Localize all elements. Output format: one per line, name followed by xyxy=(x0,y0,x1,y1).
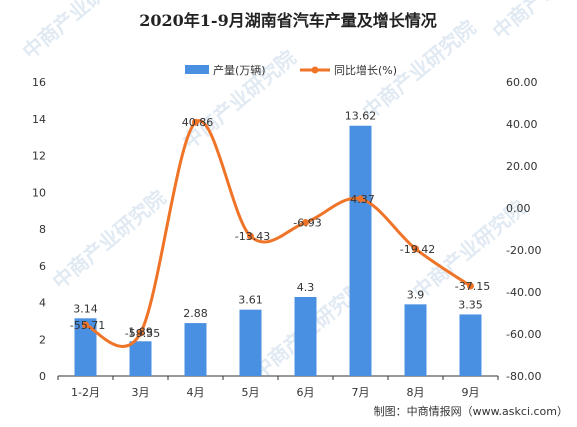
y-right-tick-label: -60.00 xyxy=(506,328,541,341)
bar-series xyxy=(74,125,482,376)
y-left-tick-label: 8 xyxy=(39,223,46,236)
line-point xyxy=(357,195,364,203)
y-right-tick-label: 20.00 xyxy=(506,160,538,173)
x-tick-label: 6月 xyxy=(297,386,315,399)
line-data-label: -6.93 xyxy=(293,217,321,230)
line-point xyxy=(247,232,254,240)
y-left-tick-label: 12 xyxy=(32,150,46,163)
bar-data-label: 13.62 xyxy=(345,110,377,123)
watermark-text: 中商产业研究院 xyxy=(178,45,301,153)
bar xyxy=(129,341,152,376)
bar xyxy=(74,318,97,376)
bar xyxy=(294,296,317,376)
y-left-tick-label: 16 xyxy=(32,76,46,89)
bar xyxy=(184,323,207,376)
bar xyxy=(239,309,262,376)
legend-label-bar: 产量(万辆) xyxy=(213,63,266,77)
y-left-tick-label: 0 xyxy=(39,370,46,383)
data-labels: 3.14 1.89 2.88 3.61 4.3 13.62 3.9 3.35 -55.71 -59… xyxy=(70,110,490,340)
y-left-tick-label: 6 xyxy=(39,260,46,273)
source-note: 制图：中商情报网（www.askci.com） xyxy=(374,404,568,418)
line-data-label: -19.42 xyxy=(400,243,435,256)
bar-data-label: 1.89 xyxy=(128,325,153,338)
legend-label-line: 同比增长(%) xyxy=(334,63,397,77)
x-tick-label: 3月 xyxy=(132,386,150,399)
line-data-label: -13.43 xyxy=(235,230,270,243)
y-right-tick-label: -80.00 xyxy=(506,370,541,383)
line-data-label: -59.55 xyxy=(125,327,160,340)
y-left-tick-label: 10 xyxy=(32,186,46,199)
bar-data-label: 3.61 xyxy=(238,294,263,307)
line-data-label: -55.71 xyxy=(70,319,105,332)
x-tick-label: 8月 xyxy=(407,386,425,399)
x-tick-label: 9月 xyxy=(462,386,480,399)
legend: 产量(万辆) 同比增长(%) xyxy=(185,63,397,77)
line-point xyxy=(467,282,474,290)
bar xyxy=(349,125,372,376)
bar xyxy=(404,304,427,376)
bar-data-label: 3.14 xyxy=(73,302,98,315)
legend-swatch-bar xyxy=(185,65,209,74)
watermark-text: 中商产业研究院 xyxy=(48,185,171,293)
y-right-tick-label: 40.00 xyxy=(506,118,538,131)
bar-data-label: 4.3 xyxy=(297,281,315,294)
bar-data-label: 3.35 xyxy=(458,298,483,311)
line-point xyxy=(302,219,309,227)
watermark-text: 中商产业研究院 xyxy=(18,0,141,64)
x-tick-label: 5月 xyxy=(242,386,260,399)
line-data-label: 40.86 xyxy=(182,116,214,129)
line-point xyxy=(137,329,144,337)
line-point xyxy=(412,245,419,253)
bar xyxy=(459,314,482,376)
line-series xyxy=(82,118,474,348)
y-right-tick-label: 60.00 xyxy=(506,76,538,89)
bar-data-label: 3.9 xyxy=(407,288,425,301)
y-right-tick-label: -40.00 xyxy=(506,286,541,299)
x-tick-label: 7月 xyxy=(352,386,370,399)
x-tick-label: 1-2月 xyxy=(71,386,100,399)
y-left-tick-label: 14 xyxy=(32,113,46,126)
y-left-tick-label: 4 xyxy=(39,297,46,310)
y-right-tick-label: 0.00 xyxy=(506,202,531,215)
watermark-text: 中商产业研究院 xyxy=(488,0,577,44)
axes: 0 2 4 6 8 10 12 14 16 -80.00 -60.00 -40.00 -20.00 0.0… xyxy=(32,76,541,399)
chart-title: 2020年1-9月湖南省汽车产量及增长情况 xyxy=(139,11,436,30)
line-data-label: -37.15 xyxy=(455,280,490,293)
line-data-label: 4.37 xyxy=(350,193,375,206)
y-left-tick-label: 2 xyxy=(39,333,46,346)
y-right-tick-label: -20.00 xyxy=(506,244,541,257)
bar-data-label: 2.88 xyxy=(183,307,208,320)
x-tick-label: 4月 xyxy=(187,386,205,399)
legend-swatch-marker xyxy=(311,66,319,74)
line-point xyxy=(192,118,199,126)
line-point xyxy=(82,321,89,329)
